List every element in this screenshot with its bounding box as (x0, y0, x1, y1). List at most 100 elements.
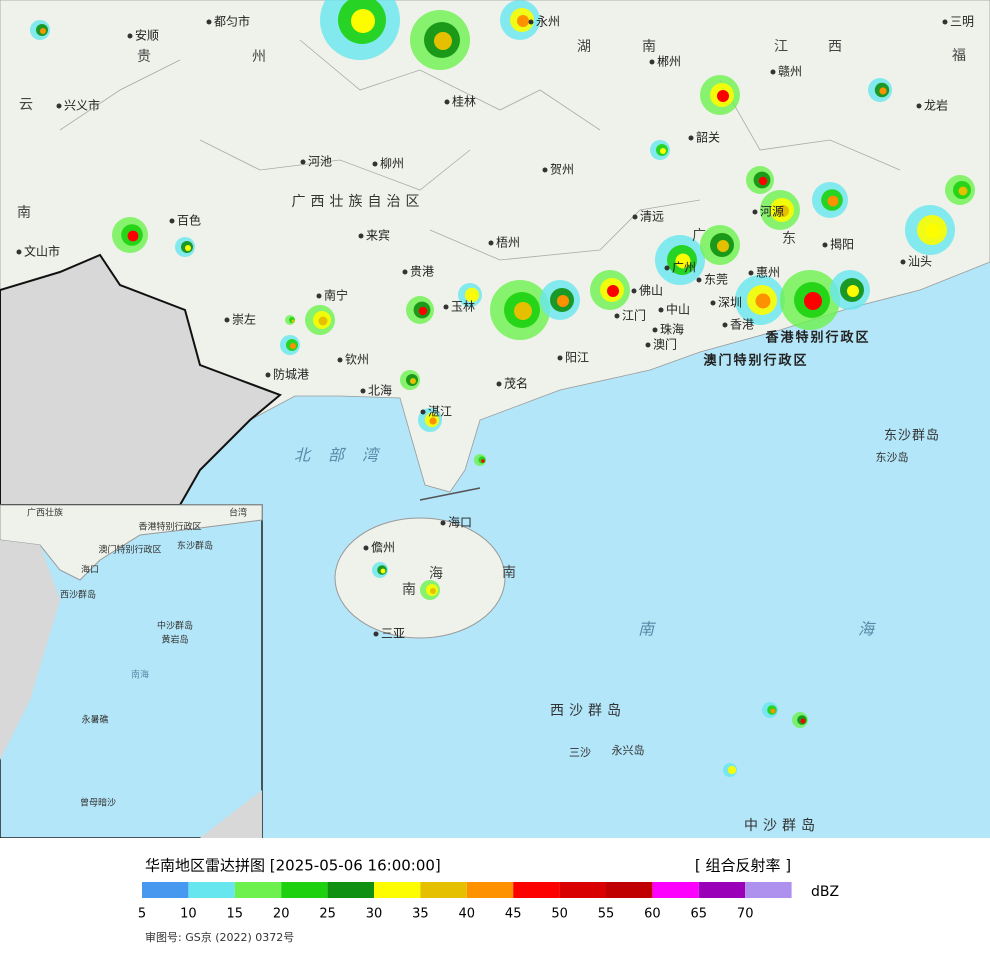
echo-core (730, 768, 736, 774)
city-dot (444, 99, 450, 105)
place-label: 湖 (577, 39, 593, 55)
echo-core (847, 285, 859, 297)
scale-tick-label: 70 (737, 907, 754, 922)
place-label: 州 (252, 49, 268, 65)
city-dot (372, 161, 378, 167)
place-label: 东沙岛 (876, 450, 909, 464)
place-label: 广 (692, 228, 708, 244)
place-label: 河池 (308, 155, 332, 169)
scale-tick-label: 45 (505, 907, 522, 922)
color-bin (281, 882, 328, 898)
echo-core (434, 32, 452, 50)
inset-label: 黄岩岛 (161, 634, 188, 646)
city-dot (722, 322, 728, 328)
place-label: 香港 (730, 318, 754, 332)
echo-core (777, 205, 789, 217)
city-dot (373, 631, 379, 637)
place-label: 河源 (760, 205, 784, 219)
place-label: 广西壮族自治区 (292, 194, 425, 210)
place-label: 兴义市 (64, 98, 100, 113)
place-label: 佛山 (639, 284, 663, 298)
scale-tick-label: 35 (412, 907, 429, 922)
color-bin (606, 882, 653, 898)
place-label: 阳江 (565, 351, 589, 365)
echo-core (481, 459, 485, 463)
place-label: 南 (17, 205, 33, 221)
city-dot (542, 167, 548, 173)
scale-tick-label: 65 (691, 907, 708, 922)
scale-tick-label: 60 (644, 907, 661, 922)
inset-borneo (200, 790, 262, 838)
place-label: 南 (642, 39, 658, 55)
city-dot (224, 317, 230, 323)
inset-label: 永暑礁 (81, 714, 108, 726)
echo-core (660, 148, 666, 154)
city-dot (358, 233, 364, 239)
color-bin (142, 882, 189, 898)
place-label: 东莞 (704, 273, 728, 287)
place-label: 柳州 (380, 157, 404, 171)
place-label: 汕头 (908, 255, 932, 269)
inset-neighbor (0, 540, 60, 760)
place-label: 钦州 (345, 353, 369, 367)
map-labels: 都匀市安顺贵 州云 兴义市南文山市百色河池 柳州桂林贺州郴州湖南江西赣州三明福永州龙岩… (16, 14, 974, 834)
scale-tick-label: 5 (138, 907, 146, 922)
echo-core (40, 28, 46, 34)
scale-tick-label: 30 (366, 907, 383, 922)
echo-core (418, 306, 428, 316)
place-label: 三明 (950, 15, 974, 29)
place-label: 福 (952, 48, 968, 64)
echo-core (127, 230, 139, 242)
echo-core (291, 319, 295, 323)
inset-label: 广西壮族 (27, 507, 63, 519)
city-dot (710, 300, 716, 306)
legend-title: 华南地区雷达拼图 [2025-05-06 16:00:00] (145, 857, 441, 875)
color-bin (327, 882, 374, 898)
city-dot (916, 103, 922, 109)
place-label: 西 (828, 39, 844, 55)
place-label: 澳门特别行政区 (703, 353, 808, 369)
scale-tick-label: 10 (180, 907, 197, 922)
inset-land (0, 504, 263, 581)
city-dot (770, 69, 776, 75)
place-label: 江门 (622, 308, 646, 323)
echo-core (290, 343, 296, 349)
city-dot (645, 342, 651, 348)
hainan-island (334, 517, 506, 639)
city-dot (169, 218, 175, 224)
place-label: 中沙群岛 (744, 818, 820, 834)
city-dot (496, 381, 502, 387)
city-dot (900, 259, 906, 265)
echo-core (429, 417, 437, 425)
place-label: 来宾 (366, 228, 390, 243)
echo-core (318, 316, 328, 326)
city-dot (822, 242, 828, 248)
place-label: 贵 (137, 49, 153, 65)
place-label: 永兴岛 (612, 743, 645, 757)
place-label: 海口 (448, 515, 472, 530)
city-dot (652, 327, 658, 333)
place-label: 茂名 (504, 376, 528, 391)
echo-core (557, 295, 569, 307)
echo-core (514, 302, 532, 320)
place-label: 广州 (672, 261, 696, 275)
place-label: 北海 (368, 383, 392, 398)
city-dot (300, 159, 306, 165)
place-label: 玉林 (451, 300, 475, 314)
place-label: 韶关 (696, 130, 720, 145)
place-label: 南 (638, 620, 672, 639)
color-bin (188, 882, 235, 898)
color-bin (234, 882, 282, 898)
place-label: 文山市 (24, 244, 60, 259)
place-label: 海 (858, 620, 892, 639)
color-bin (420, 882, 467, 898)
inset-label: 南海 (131, 669, 149, 681)
place-label: 惠州 (756, 266, 780, 280)
echo-core (958, 186, 968, 196)
city-dot (363, 545, 369, 551)
place-label: 防城港 (273, 367, 309, 382)
city-dot (649, 59, 655, 65)
place-label: 百色 (177, 214, 201, 228)
place-label: 深圳 (718, 296, 742, 310)
